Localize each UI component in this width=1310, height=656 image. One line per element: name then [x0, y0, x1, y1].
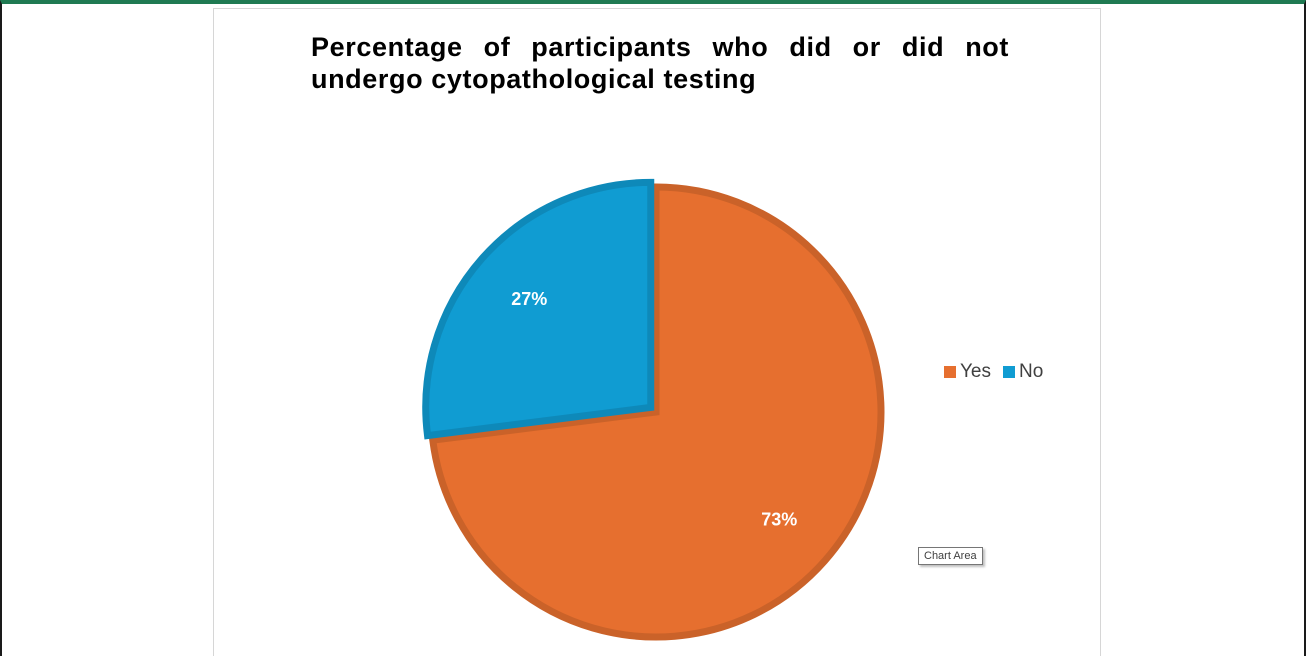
- pie-plot-area[interactable]: 73% 27%: [214, 9, 1102, 656]
- pie-slice-yes[interactable]: [428, 183, 885, 641]
- legend-item-no[interactable]: No: [1003, 361, 1043, 383]
- chart-legend[interactable]: Yes No: [944, 361, 1055, 383]
- chart-area-tooltip: Chart Area: [918, 547, 983, 565]
- pie-slice-no[interactable]: [422, 178, 655, 440]
- legend-swatch-yes: [944, 366, 956, 378]
- chart-area[interactable]: Percentage of participants who did or di…: [213, 8, 1101, 656]
- legend-label-no: No: [1019, 361, 1044, 382]
- legend-swatch-no: [1003, 366, 1015, 378]
- legend-label-yes: Yes: [960, 361, 991, 382]
- data-label-yes[interactable]: 73%: [761, 509, 797, 529]
- legend-item-yes[interactable]: Yes: [944, 361, 991, 383]
- data-label-no[interactable]: 27%: [511, 289, 547, 309]
- chart-title[interactable]: Percentage of participants who did or di…: [311, 32, 1009, 94]
